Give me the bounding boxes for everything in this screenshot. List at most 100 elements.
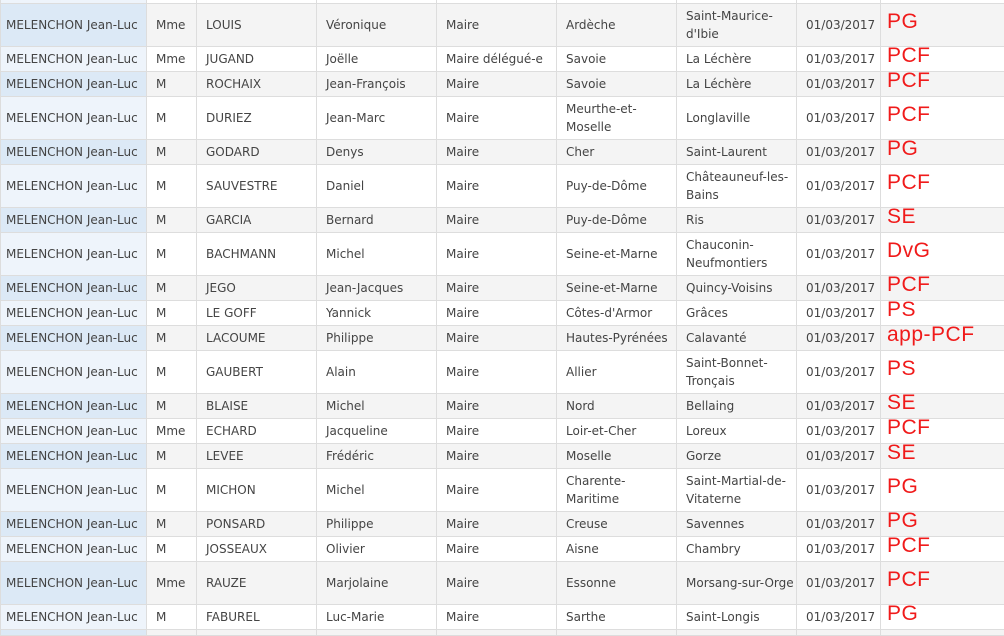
department-cell: Aisne: [557, 537, 677, 562]
table-row: MELENCHON Jean-Luc M LEVEE Frédéric Mair…: [1, 444, 1004, 469]
mandate-cell: Maire: [437, 326, 557, 351]
mandate-cell: Maire: [437, 4, 557, 47]
date-cell: 01/03/2017: [797, 4, 881, 47]
commune-cell: Châteauneuf-les-Bains: [677, 165, 797, 208]
candidate-cell: MELENCHON Jean-Luc: [1, 562, 147, 605]
candidate-cell: MELENCHON Jean-Luc: [1, 394, 147, 419]
candidate-cell: MELENCHON Jean-Luc: [1, 165, 147, 208]
table-row: MELENCHON Jean-Luc M FABUREL Luc-Marie M…: [1, 605, 1004, 630]
mandate-cell: Maire: [437, 512, 557, 537]
party-annotation: PG: [887, 475, 918, 498]
first-name-cell: Joëlle: [317, 47, 437, 72]
department-cell: Puy-de-Dôme: [557, 208, 677, 233]
last-name-cell: SAUVESTRE: [197, 165, 317, 208]
table-row: MELENCHON Jean-Luc M GAUBERT Alain Maire…: [1, 351, 1004, 394]
date-cell: 01/03/2017: [797, 47, 881, 72]
table-row: MELENCHON Jean-Luc Mme LOUIS Véronique M…: [1, 4, 1004, 47]
table-row: MELENCHON Jean-Luc M LACOUME Philippe Ma…: [1, 326, 1004, 351]
commune-cell: Saint-Maurice-d'Ibie: [677, 4, 797, 47]
mandate-cell: Maire: [437, 165, 557, 208]
civility-cell: M: [147, 394, 197, 419]
table-row: MELENCHON Jean-Luc M ROCHAIX Jean-Franço…: [1, 72, 1004, 97]
date-cell: 01/03/2017: [797, 326, 881, 351]
civility-cell: M: [147, 537, 197, 562]
mandate-cell: Maire: [437, 301, 557, 326]
mandate-cell: Maire: [437, 97, 557, 140]
party-annotation: SE: [887, 441, 916, 464]
first-name-cell: Michel: [317, 469, 437, 512]
last-name-cell: ROCHAIX: [197, 72, 317, 97]
table-row: MELENCHON Jean-Luc M BLAISE Michel Maire…: [1, 394, 1004, 419]
last-name-cell: JUGAND: [197, 47, 317, 72]
mandate-cell: Maire: [437, 444, 557, 469]
department-cell: Creuse: [557, 512, 677, 537]
candidate-cell: MELENCHON Jean-Luc: [1, 208, 147, 233]
candidate-cell: MELENCHON Jean-Luc: [1, 97, 147, 140]
date-cell: 01/03/2017: [797, 469, 881, 512]
department-cell: Allier: [557, 351, 677, 394]
first-name-cell: Philippe: [317, 512, 437, 537]
mandate-cell: Maire: [437, 469, 557, 512]
first-name-cell: Michel: [317, 233, 437, 276]
table-row: MELENCHON Jean-Luc M PONSARD Philippe Ma…: [1, 512, 1004, 537]
commune-cell: Saint-Bonnet-Tronçais: [677, 351, 797, 394]
party-annotation: PCF: [887, 171, 931, 194]
first-name-cell: Jean-Jacques: [317, 276, 437, 301]
last-name-cell: LEVEE: [197, 444, 317, 469]
civility-cell: Mme: [147, 4, 197, 47]
mandate-cell: Maire délégué-e: [437, 47, 557, 72]
department-cell: Cher: [557, 140, 677, 165]
party-annotation: PCF: [887, 273, 931, 296]
table-row: MELENCHON Jean-Luc M GODARD Denys Maire …: [1, 140, 1004, 165]
table-row: MELENCHON Jean-Luc Mme JUGAND Joëlle Mai…: [1, 47, 1004, 72]
table-row: MELENCHON Jean-Luc M LE GOFF Yannick Mai…: [1, 301, 1004, 326]
table-row: MELENCHON Jean-Luc M MICHON Michel Maire…: [1, 469, 1004, 512]
civility-cell: M: [147, 233, 197, 276]
date-cell: 01/03/2017: [797, 351, 881, 394]
department-cell: Puy-de-Dôme: [557, 165, 677, 208]
commune-cell: Saint-Laurent: [677, 140, 797, 165]
table-row: MELENCHON Jean-Luc M JOSSEAUX Olivier Ma…: [1, 537, 1004, 562]
last-name-cell: LE GOFF: [197, 301, 317, 326]
commune-cell: Quincy-Voisins: [677, 276, 797, 301]
first-name-cell: Luc-Marie: [317, 605, 437, 630]
last-name-cell: LACOUME: [197, 326, 317, 351]
party-annotation: app-PCF: [887, 323, 975, 346]
last-name-cell: GARCIA: [197, 208, 317, 233]
civility-cell: M: [147, 72, 197, 97]
table-row: MELENCHON Jean-Luc M DURIEZ Jean-Marc Ma…: [1, 97, 1004, 140]
mandate-cell: Maire: [437, 419, 557, 444]
last-name-cell: BLAISE: [197, 394, 317, 419]
mandate-cell: Maire: [437, 537, 557, 562]
department-cell: Savoie: [557, 72, 677, 97]
party-annotation: PCF: [887, 103, 931, 126]
table-row: MELENCHON Jean-Luc M GARCIA Bernard Mair…: [1, 208, 1004, 233]
department-cell: Ardèche: [557, 4, 677, 47]
commune-cell: Savennes: [677, 512, 797, 537]
department-cell: Essonne: [557, 562, 677, 605]
date-cell: 01/03/2017: [797, 301, 881, 326]
last-name-cell: DURIEZ: [197, 97, 317, 140]
mandate-cell: Maire: [437, 351, 557, 394]
date-cell: 01/03/2017: [797, 72, 881, 97]
first-name-cell: Yannick: [317, 301, 437, 326]
mandate-cell: Maire: [437, 208, 557, 233]
last-name-cell: ECHARD: [197, 419, 317, 444]
last-name-cell: JEGO: [197, 276, 317, 301]
civility-cell: M: [147, 605, 197, 630]
civility-cell: M: [147, 326, 197, 351]
commune-cell: Saint-Longis: [677, 605, 797, 630]
civility-cell: Mme: [147, 419, 197, 444]
party-annotation: PCF: [887, 44, 931, 67]
department-cell: Meurthe-et-Moselle: [557, 97, 677, 140]
date-cell: 01/03/2017: [797, 97, 881, 140]
party-annotation: PS: [887, 357, 916, 380]
first-name-cell: Philippe: [317, 326, 437, 351]
first-name-cell: Jean-Marc: [317, 97, 437, 140]
department-cell: Côtes-d'Armor: [557, 301, 677, 326]
party-annotation: SE: [887, 205, 916, 228]
candidate-cell: MELENCHON Jean-Luc: [1, 469, 147, 512]
candidate-cell: MELENCHON Jean-Luc: [1, 326, 147, 351]
candidate-cell: MELENCHON Jean-Luc: [1, 233, 147, 276]
table-row-partial-bottom: [1, 630, 1004, 636]
